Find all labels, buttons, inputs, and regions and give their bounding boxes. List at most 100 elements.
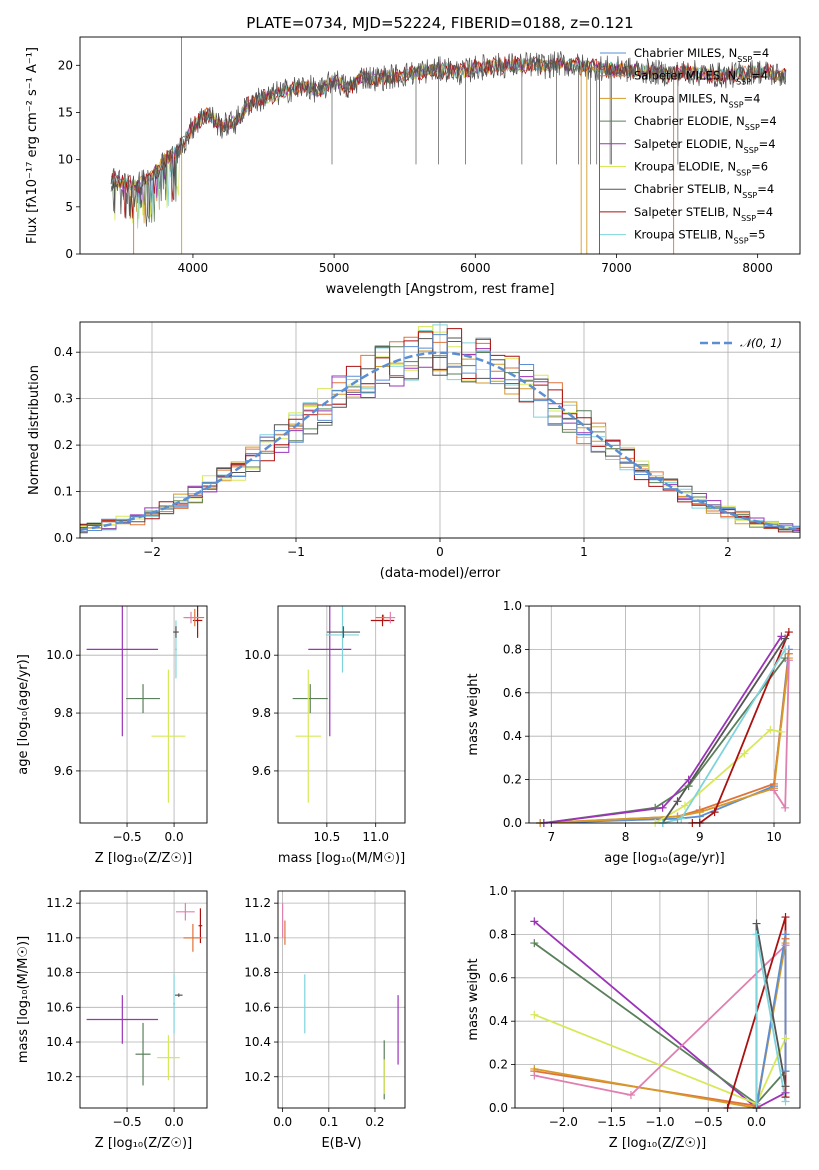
legend-label: Chabrier ELODIE, NSSP=4 [634,114,777,132]
series-marker [651,803,660,812]
error-point-kroupa_elodie [151,669,186,803]
error-point-salpeter_elodie [308,606,352,737]
legend-label: Kroupa STELIB, NSSP=5 [634,228,765,246]
error-point-chabrier_stelib [173,626,179,638]
x-tick-label: −0.5 [112,1115,141,1129]
series-marker [781,803,790,812]
spectrum-line-chabrier_stelib [110,51,787,227]
x-tick-label: 0.0 [273,1115,292,1129]
figure-title: PLATE=0734, MJD=52224, FIBERID=0188, z=0… [246,14,633,32]
y-tick-label: 0.8 [489,927,508,941]
y-tick-label: 0.4 [489,1014,508,1028]
panel-mass-vs-ebv: 0.0 0.1 0.2 10.2 10.4 10.6 10.8 11.0 11.2 E(B-V) [244,890,406,1151]
panel-residual-hist: −2 −1 0 1 2 0.0 0.1 0.2 0.3 0.4 (data-model)/error… [27,321,801,581]
legend-suffix: =4 [744,91,761,105]
series-marker [695,808,704,817]
y-tick-label: 15 [58,105,73,119]
normal-curve [80,351,800,532]
x-tick-label: 0.0 [165,1115,184,1129]
y-tick-label: 10.2 [46,1070,73,1084]
hist-step-salpeter_miles [80,331,800,533]
error-point-chabrier_stelib [175,993,183,997]
x-tick-label: −2 [143,545,161,559]
legend-suffix: =4 [757,182,774,196]
y-tick-label: 0.2 [489,1058,508,1072]
x-tick-label: 7 [547,830,555,844]
legend-label: Chabrier STELIB, NSSP=4 [634,182,774,200]
legend: 𝒩(0, 1) [700,336,782,350]
panel-massweight-vs-age: 7 8 9 10 0.0 0.2 0.4 0.6 0.8 1.0 age [log₁₀(age/yr… [466,599,801,866]
legend-subscript: SSP [742,191,757,200]
series-marker [752,919,761,928]
y-tick-label: 0.0 [503,816,522,830]
series-marker [781,634,790,643]
y-tick-label: 10 [58,153,73,167]
x-tick-label: −1.5 [597,1115,626,1129]
legend-suffix: =5 [749,228,766,242]
y-tick-label: 0.2 [503,773,522,787]
axes-frame [79,605,208,824]
series-marker [680,801,689,810]
y-tick-label: 9.8 [252,706,271,720]
x-tick-label: 11.0 [362,830,389,844]
y-axis-label: mass [log₁₀(M/M☉)] [16,936,31,1063]
series-marker [673,797,682,806]
y-axis-label: Normed distribution [27,365,42,495]
error-point-chabrier_elodie [292,684,328,714]
series-marker [658,803,667,812]
panel-mass-vs-z: −0.5 0.0 10.2 10.4 10.6 10.8 11.0 11.2 Z [log₁₀(… [16,890,208,1151]
series-marker [781,1097,790,1106]
legend-label: Chabrier MILES, NSSP=4 [634,46,769,64]
series-marker [530,917,539,926]
series-marker [784,656,793,665]
x-tick-label: 0.0 [165,830,184,844]
error-point-kroupa_stelib [173,974,176,1034]
hist-step-salpeter_stelib [80,328,800,533]
legend-subscript: SSP [729,100,744,109]
plot-area [533,916,787,1108]
axes-frame [79,321,801,539]
x-tick-label: 10 [766,830,781,844]
axes-frame [514,890,801,1109]
y-tick-label: 0.0 [489,1101,508,1115]
x-tick-label: −0.5 [694,1115,723,1129]
y-tick-label: 9.8 [54,706,73,720]
error-point-salpeter_miles [183,923,203,952]
y-axis-label: mass weight [466,958,481,1040]
error-point-pink [385,611,396,624]
y-tick-label: 0.4 [54,345,73,359]
legend-subscript: SSP [737,55,752,64]
x-axis-label: Z [log₁₀(Z/Z☉)] [95,851,192,866]
plot-area [80,324,800,534]
hist-step-kroupa_miles [80,350,800,532]
spectrum-line-salpeter_stelib [110,55,787,219]
x-axis-label: Z [log₁₀(Z/Z☉)] [95,1136,192,1151]
x-tick-label: 7000 [601,261,632,275]
y-tick-label: 10.8 [244,966,271,980]
plot-area [282,903,399,1100]
error-point-salpeter_elodie [86,606,159,737]
series-marker [781,1082,790,1091]
x-axis-label: wavelength [Angstrom, rest frame] [326,282,555,297]
y-tick-label: 0.0 [54,531,73,545]
y-tick-label: 11.2 [244,896,271,910]
series-line-salpeter_elodie [533,920,786,1108]
y-tick-label: 0.3 [54,392,73,406]
series-marker [752,1099,761,1108]
x-axis-label: Z [log₁₀(Z/Z☉)] [609,1136,706,1151]
legend-subscript: SSP [745,123,760,132]
y-tick-label: 10.4 [46,1035,73,1049]
plot-area [292,606,396,803]
series-marker [781,930,790,939]
series-marker [752,930,761,939]
y-tick-label: 1.0 [489,884,508,898]
x-axis-label: age [log₁₀(age/yr)] [604,851,725,866]
series-marker [740,749,749,758]
series-marker [530,1071,539,1080]
x-tick-label: 4000 [178,261,209,275]
error-point-salpeter_elodie [86,995,159,1044]
panel-age-vs-mass: 10.5 11.0 9.6 9.8 10.0 mass [log₁₀(M/M☉)] [244,605,406,866]
y-tick-label: 10.0 [46,648,73,662]
x-tick-label: 6000 [460,261,491,275]
